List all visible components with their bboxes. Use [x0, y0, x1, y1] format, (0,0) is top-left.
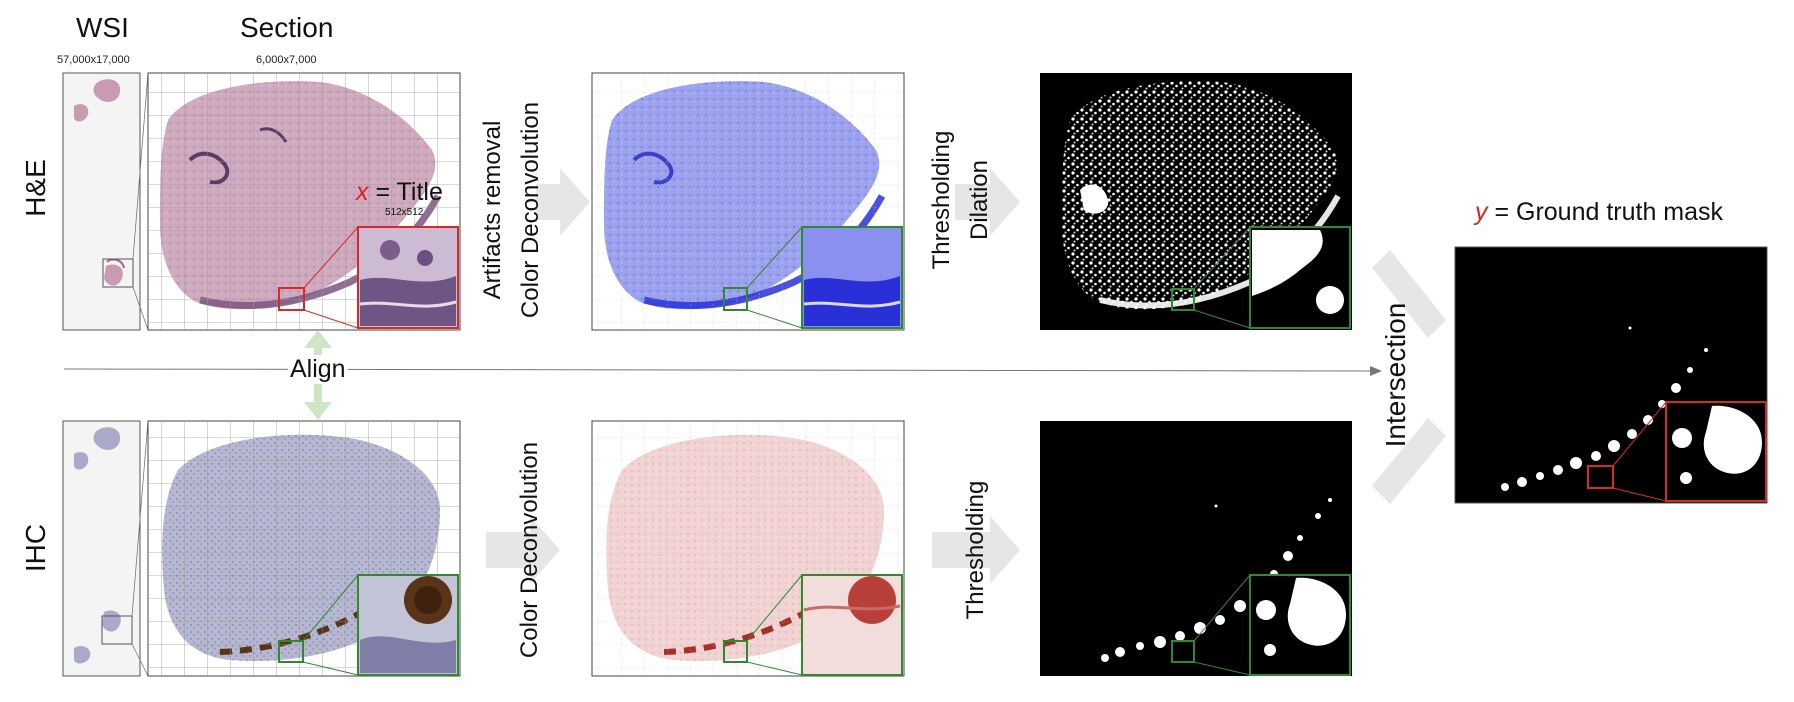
he-step1-line2: Color Deconvolution [517, 101, 544, 319]
intersection-arrow-bottom [1372, 418, 1446, 504]
ihc-step2-label: Thresholding [962, 480, 989, 620]
he-step2-line2: Dilation [966, 159, 993, 241]
he-step2-label: Thresholding Dilation [923, 131, 999, 270]
ihc-binary-mask-panel [1040, 421, 1352, 676]
ihc-row-label: IHC [20, 523, 51, 573]
section-column-title: Section [240, 12, 334, 43]
section-size-label: 6,000x7,000 [256, 54, 317, 66]
output-variable: y [1475, 198, 1488, 226]
align-label: Align [288, 355, 348, 384]
wsi-column-title: WSI [76, 12, 129, 43]
ihc-arrow-1 [486, 516, 560, 584]
he-step2-line1: Thresholding [928, 130, 955, 270]
he-deconvolution-panel [591, 72, 905, 331]
he-binary-mask-panel [1040, 73, 1352, 330]
output-equals-text: = Ground truth mask [1494, 198, 1724, 226]
ihc-section-panel [147, 420, 461, 677]
tile-equals-text: = Title [375, 178, 443, 206]
ihc-step1-label: Color Deconvolution [516, 441, 543, 659]
ground-truth-mask-panel [1454, 246, 1768, 504]
wsi-size-label: 57,000x17,000 [57, 54, 130, 66]
tile-variable: x [356, 178, 369, 206]
he-section-panel [147, 72, 461, 331]
he-step1-line1: Artifacts removal [479, 120, 506, 300]
tile-size-label: 512x512 [385, 207, 424, 218]
ihc-arrow-2 [932, 516, 1020, 584]
he-arrow-2 [955, 168, 1020, 236]
intersection-arrow-top [1372, 250, 1446, 338]
he-step1-label: Artifacts removal Color Deconvolution [474, 102, 550, 318]
ground-truth-title: y = Ground truth mask [1475, 198, 1723, 227]
ihc-wsi-thumbnail [62, 420, 141, 677]
he-wsi-thumbnail [62, 72, 141, 331]
ihc-deconvolution-panel [591, 420, 905, 677]
intersection-label: Intersection [1380, 302, 1411, 448]
he-arrow-1 [536, 168, 590, 236]
align-line [63, 366, 1382, 376]
tile-definition: x = Title [356, 178, 443, 207]
he-row-label: H&E [20, 159, 51, 217]
